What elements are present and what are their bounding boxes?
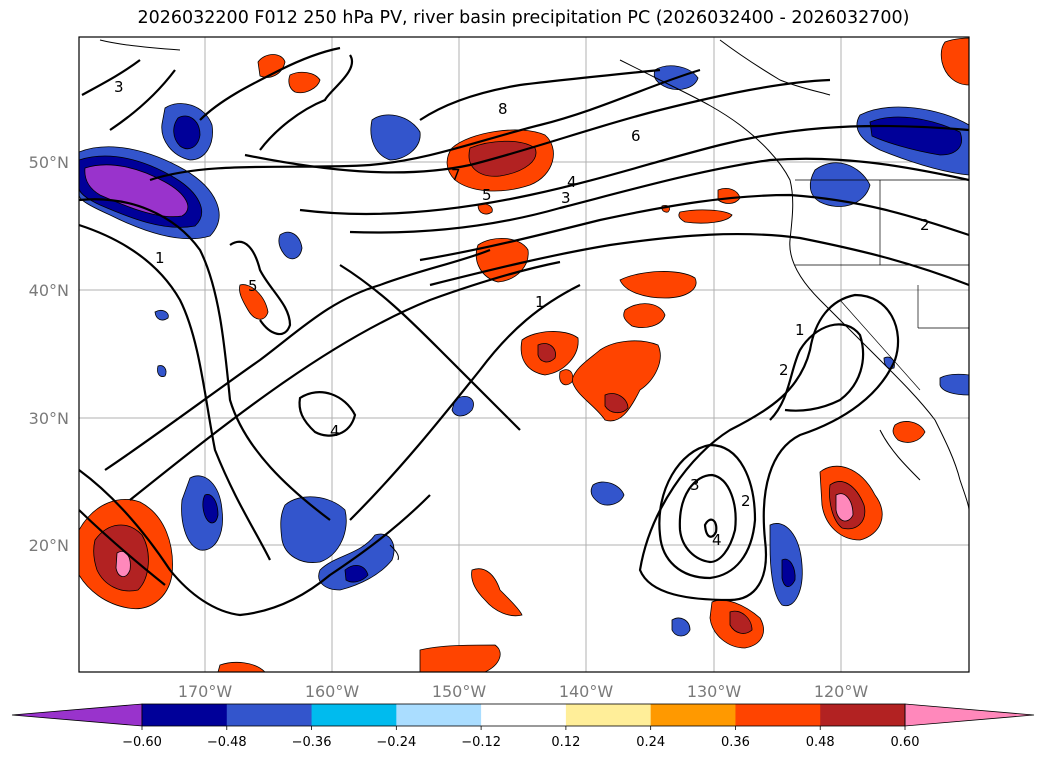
contour-label: 8 <box>498 100 508 118</box>
borders <box>795 179 969 391</box>
colorbar-tick-label: −0.36 <box>292 735 332 750</box>
contour-label: 4 <box>567 173 577 191</box>
colorbar-segment <box>226 704 313 726</box>
coastlines <box>99 39 969 561</box>
longitude-labels: 170°W 160°W 150°W 140°W 130°W 120°W <box>178 682 869 701</box>
lon-label: 120°W <box>814 682 869 701</box>
contour-label: 3 <box>561 189 571 207</box>
colorbar-segment <box>565 704 652 726</box>
colorbar-segment <box>650 704 736 726</box>
lon-label: 150°W <box>432 682 487 701</box>
lat-label: 20°N <box>29 536 69 555</box>
colorbar-tick-label: 0.36 <box>721 735 750 750</box>
colorbar-segment <box>11 703 143 727</box>
contour-label: 2 <box>741 492 751 510</box>
lon-label: 140°W <box>559 682 614 701</box>
contour-label: 2 <box>779 361 789 379</box>
contour-label: 6 <box>631 127 641 145</box>
contour-label: 4 <box>330 422 340 440</box>
lat-label: 40°N <box>29 281 69 300</box>
colorbar-tick-label: 0.24 <box>636 735 665 750</box>
colorbar-segment <box>481 704 567 726</box>
lon-label: 160°W <box>305 682 360 701</box>
lon-label: 130°W <box>687 682 742 701</box>
contour-label: 3 <box>690 476 700 494</box>
colorbar-segment <box>820 704 906 726</box>
lon-label: 170°W <box>178 682 233 701</box>
colorbar-tick-label: −0.24 <box>376 735 416 750</box>
contour-label: 1 <box>535 293 545 311</box>
colorbar-tick-label: 0.60 <box>891 735 920 750</box>
contour-label: 5 <box>482 186 492 204</box>
colorbar-tick-label: −0.48 <box>207 735 247 750</box>
latitude-labels: 50°N 40°N 30°N 20°N <box>29 153 69 555</box>
contour-label: 7 <box>451 166 461 184</box>
contour-label: 5 <box>248 277 258 295</box>
colorbar-tick-label: 0.12 <box>551 735 580 750</box>
colorbar-tick-label: 0.48 <box>806 735 835 750</box>
colorbar-segment <box>311 704 397 726</box>
contour-label: 4 <box>712 531 722 549</box>
lat-label: 50°N <box>29 153 69 172</box>
pv-contours <box>79 46 969 617</box>
map-title: 2026032200 F012 250 hPa PV, river basin … <box>137 8 910 28</box>
colorbar-segment <box>142 704 228 726</box>
colorbar-tick-label: −0.12 <box>461 735 501 750</box>
colorbar-outline <box>141 703 906 727</box>
contour-label: 3 <box>114 78 124 96</box>
contour-label: 1 <box>795 321 805 339</box>
colorbar-segment <box>904 703 1035 727</box>
map-canvas: 3 8 6 7 5 4 3 1 5 1 4 1 2 3 2 4 2 <box>79 37 969 672</box>
contour-label: 2 <box>920 216 930 234</box>
map-frame <box>78 36 970 673</box>
positive-anomaly-areas <box>79 37 969 672</box>
colorbar-tick-label: −0.60 <box>122 735 162 750</box>
contour-labels: 3 8 6 7 5 4 3 1 5 1 4 1 2 3 2 4 2 <box>114 78 930 549</box>
colorbar: −0.60 −0.48 −0.36 −0.24 −0.12 0.12 0.24 0.36 0.4… <box>11 703 1035 750</box>
contour-label: 1 <box>155 249 165 267</box>
negative-anomaly-areas <box>79 65 969 637</box>
colorbar-segment <box>396 704 482 726</box>
colorbar-segment <box>735 704 821 726</box>
lat-label: 30°N <box>29 409 69 428</box>
